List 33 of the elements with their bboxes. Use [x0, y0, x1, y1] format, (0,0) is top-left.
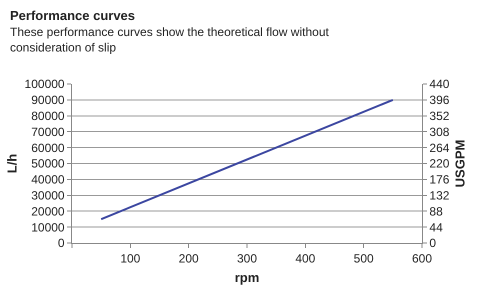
y2-tick-label: 220 — [429, 156, 450, 171]
y-tick-label: 0 — [58, 236, 65, 250]
y2-tick-label: 396 — [429, 93, 450, 108]
y2-tick-label: 0 — [429, 236, 436, 250]
x-axis-title: rpm — [234, 270, 260, 285]
y2-tick-label: 308 — [429, 124, 450, 139]
y2-tick-label: 176 — [429, 172, 450, 187]
x-tick-label: 200 — [178, 251, 199, 266]
y-tick-label: 30000 — [31, 188, 65, 202]
x-tick-label: 400 — [295, 251, 316, 266]
y2-tick-label: 88 — [429, 204, 444, 218]
y2-tick-label: 264 — [429, 140, 450, 155]
y-tick-label: 80000 — [31, 109, 65, 123]
x-tick-label: 600 — [412, 251, 432, 266]
y2-tick-label: 352 — [429, 109, 450, 123]
y2-tick-label: 440 — [429, 77, 450, 92]
y2-tick-label: 44 — [429, 220, 444, 234]
y-tick-label: 70000 — [31, 124, 65, 139]
y-tick-label: 20000 — [31, 204, 65, 218]
y2-axis-title: USGPM — [452, 140, 468, 188]
y-tick-label: 50000 — [31, 156, 65, 171]
y-tick-label: 60000 — [31, 140, 65, 155]
y-tick-label: 40000 — [31, 172, 65, 187]
chart-subtitle: These performance curves show the theoretical flow without consideration of slip — [10, 25, 330, 55]
x-tick-label: 100 — [120, 251, 141, 266]
y-tick-label: 10000 — [31, 220, 65, 234]
chart-title: Performance curves — [10, 8, 136, 23]
y-tick-label: 100000 — [24, 77, 65, 92]
y2-tick-label: 132 — [429, 188, 450, 202]
x-tick-label: 500 — [354, 251, 374, 266]
x-tick-label: 300 — [236, 251, 258, 266]
y-tick-label: 90000 — [31, 93, 65, 108]
y-axis-title: L/h — [4, 154, 20, 174]
